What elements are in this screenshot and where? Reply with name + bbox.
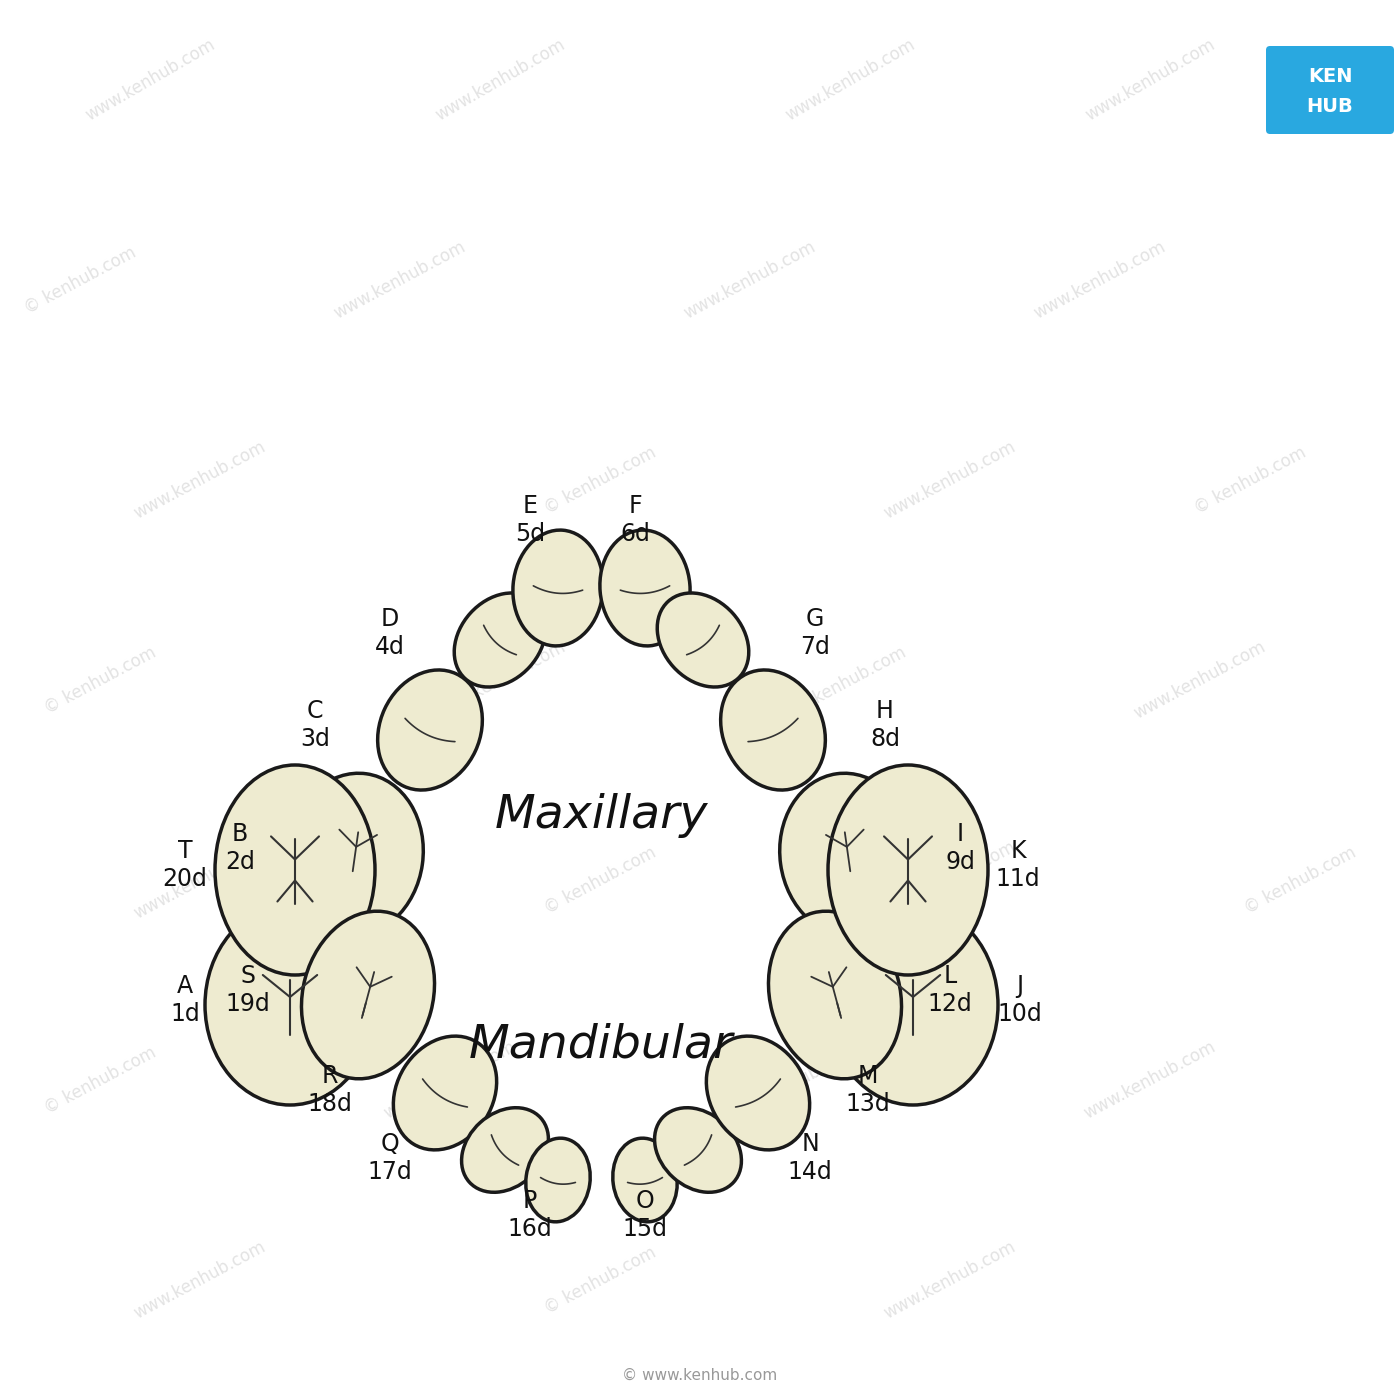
- Text: © www.kenhub.com: © www.kenhub.com: [623, 1368, 777, 1383]
- Ellipse shape: [613, 1138, 678, 1222]
- Text: G
7d: G 7d: [799, 606, 830, 659]
- Text: © kenhub.com: © kenhub.com: [41, 1043, 160, 1117]
- Text: www.kenhub.com: www.kenhub.com: [381, 1037, 519, 1123]
- Ellipse shape: [827, 904, 998, 1105]
- Text: I
9d: I 9d: [945, 822, 974, 875]
- Text: R
18d: R 18d: [308, 1064, 353, 1116]
- Text: H
8d: H 8d: [869, 699, 900, 752]
- Text: O
15d: O 15d: [623, 1189, 668, 1242]
- Text: © kenhub.com: © kenhub.com: [540, 1243, 659, 1317]
- Ellipse shape: [721, 671, 826, 790]
- Text: www.kenhub.com: www.kenhub.com: [881, 837, 1019, 923]
- Text: L
12d: L 12d: [928, 963, 973, 1016]
- Text: www.kenhub.com: www.kenhub.com: [680, 238, 819, 322]
- Ellipse shape: [393, 1036, 497, 1149]
- Ellipse shape: [526, 1138, 591, 1222]
- Text: © kenhub.com: © kenhub.com: [1240, 843, 1359, 917]
- Ellipse shape: [655, 1107, 742, 1193]
- Ellipse shape: [204, 904, 375, 1105]
- Text: E
5d: E 5d: [515, 494, 545, 546]
- Text: © kenhub.com: © kenhub.com: [540, 442, 659, 517]
- Text: www.kenhub.com: www.kenhub.com: [783, 35, 918, 125]
- Ellipse shape: [454, 594, 546, 687]
- Ellipse shape: [769, 911, 902, 1079]
- Ellipse shape: [599, 531, 690, 645]
- Ellipse shape: [301, 911, 434, 1079]
- Text: Maxillary: Maxillary: [494, 792, 708, 837]
- FancyBboxPatch shape: [1266, 46, 1394, 134]
- Text: www.kenhub.com: www.kenhub.com: [330, 238, 469, 322]
- Text: D
4d: D 4d: [375, 606, 405, 659]
- Text: www.kenhub.com: www.kenhub.com: [1131, 637, 1268, 722]
- Ellipse shape: [780, 773, 916, 937]
- Text: T
20d: T 20d: [162, 839, 207, 892]
- Text: N
14d: N 14d: [788, 1131, 833, 1184]
- Text: © kenhub.com: © kenhub.com: [41, 643, 160, 717]
- Text: www.kenhub.com: www.kenhub.com: [1081, 1037, 1219, 1123]
- Ellipse shape: [707, 1036, 809, 1149]
- Ellipse shape: [512, 531, 603, 645]
- Text: © kenhub.com: © kenhub.com: [1191, 442, 1309, 517]
- Text: www.kenhub.com: www.kenhub.com: [881, 438, 1019, 522]
- Ellipse shape: [216, 764, 375, 974]
- Text: HUB: HUB: [1306, 97, 1354, 116]
- Text: B
2d: B 2d: [225, 822, 255, 875]
- Text: © kenhub.com: © kenhub.com: [540, 843, 659, 917]
- Text: K
11d: K 11d: [995, 839, 1040, 892]
- Text: www.kenhub.com: www.kenhub.com: [1082, 35, 1218, 125]
- Text: M
13d: M 13d: [846, 1064, 890, 1116]
- Text: www.kenhub.com: www.kenhub.com: [433, 35, 568, 125]
- Text: Mandibular: Mandibular: [469, 1022, 734, 1067]
- Text: Q
17d: Q 17d: [368, 1131, 413, 1184]
- Text: © kenhub.com: © kenhub.com: [21, 244, 139, 316]
- Text: www.kenhub.com: www.kenhub.com: [132, 438, 269, 522]
- Text: www.kenhub.com: www.kenhub.com: [132, 837, 269, 923]
- Text: P
16d: P 16d: [508, 1189, 553, 1242]
- Text: www.kenhub.com: www.kenhub.com: [83, 35, 218, 125]
- Text: S
19d: S 19d: [225, 963, 270, 1016]
- Text: KEN: KEN: [1308, 66, 1352, 85]
- Text: www.kenhub.com: www.kenhub.com: [1030, 238, 1169, 322]
- Ellipse shape: [827, 764, 988, 974]
- Text: F
6d: F 6d: [620, 494, 650, 546]
- Text: © kenhub.com: © kenhub.com: [741, 1043, 860, 1117]
- Text: www.kenhub.com: www.kenhub.com: [132, 1238, 269, 1323]
- Text: www.kenhub.com: www.kenhub.com: [881, 1238, 1019, 1323]
- Text: www.kenhub.com: www.kenhub.com: [431, 637, 568, 722]
- Text: C
3d: C 3d: [300, 699, 330, 752]
- Text: © kenhub.com: © kenhub.com: [791, 643, 909, 717]
- Ellipse shape: [287, 773, 423, 937]
- Text: J
10d: J 10d: [998, 973, 1043, 1026]
- Ellipse shape: [462, 1107, 549, 1193]
- Ellipse shape: [378, 671, 483, 790]
- Text: A
1d: A 1d: [171, 973, 200, 1026]
- Ellipse shape: [657, 594, 749, 687]
